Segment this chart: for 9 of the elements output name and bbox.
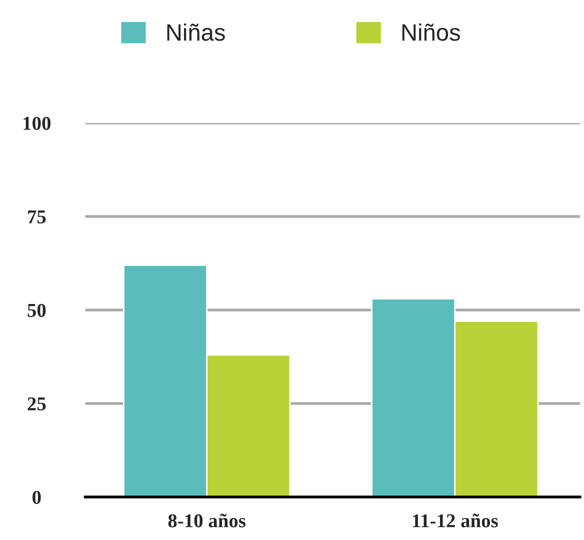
legend-label: Niñas [167,24,225,41]
y-tick-label: 50 [28,304,46,317]
y-tick-label: 0 [32,490,41,504]
y-tick-label: 75 [28,210,46,224]
y-tick-label: 25 [28,397,46,410]
legend-label: Niños [402,24,460,41]
x-tick-label: 8-10 años [168,514,246,528]
y-tick-label: 100 [24,116,50,130]
x-tick-label: 11-12 años [412,514,498,528]
